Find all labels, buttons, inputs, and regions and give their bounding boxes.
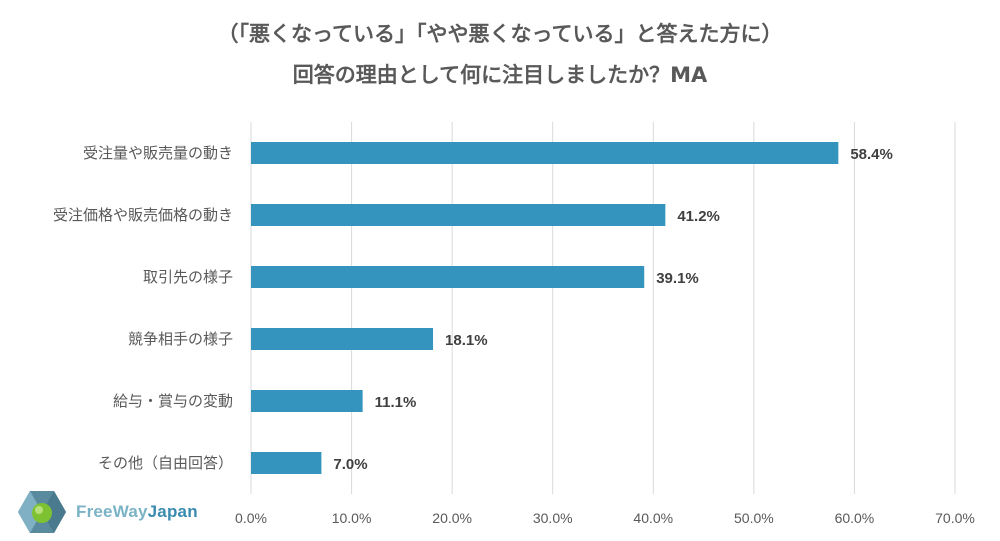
x-tick-label: 20.0% bbox=[432, 510, 472, 526]
category-label: その他（自由回答） bbox=[98, 454, 233, 472]
logo-text-b: Japan bbox=[147, 502, 198, 521]
data-label: 7.0% bbox=[333, 456, 367, 473]
data-label: 58.4% bbox=[850, 146, 893, 163]
logo-text-a: FreeWay bbox=[76, 502, 148, 521]
x-tick-label: 50.0% bbox=[734, 510, 774, 526]
freeway-japan-logo-icon bbox=[18, 491, 66, 533]
x-tick-label: 0.0% bbox=[235, 510, 267, 526]
chart-title-line1: （「悪くなっている」「やや悪くなっている」と答えた方に） bbox=[217, 22, 783, 46]
data-label: 11.1% bbox=[375, 394, 417, 411]
bar bbox=[251, 328, 434, 350]
bar bbox=[251, 204, 666, 226]
chart-title-line2: 回答の理由として何に注目しましたか？MA bbox=[292, 63, 708, 87]
category-label: 受注量や販売量の動き bbox=[83, 144, 233, 162]
category-label: 競争相手の様子 bbox=[128, 330, 233, 348]
category-label: 給与・賞与の変動 bbox=[113, 392, 233, 410]
x-tick-label: 40.0% bbox=[633, 510, 673, 526]
data-label: 39.1% bbox=[656, 270, 699, 287]
x-tick-label: 30.0% bbox=[533, 510, 573, 526]
bar bbox=[251, 390, 363, 412]
x-tick-label: 70.0% bbox=[935, 510, 975, 526]
category-label: 取引先の様子 bbox=[143, 268, 233, 286]
bar bbox=[251, 452, 322, 474]
category-label: 受注価格や販売価格の動き bbox=[53, 206, 233, 224]
bar bbox=[251, 142, 839, 164]
data-label: 18.1% bbox=[445, 332, 488, 349]
data-label: 41.2% bbox=[677, 208, 720, 225]
freeway-japan-logo: FreeWayJapan bbox=[16, 489, 198, 535]
x-tick-label: 60.0% bbox=[835, 510, 875, 526]
bar bbox=[251, 266, 645, 288]
logo-text: FreeWayJapan bbox=[76, 502, 198, 522]
x-tick-label: 10.0% bbox=[332, 510, 372, 526]
